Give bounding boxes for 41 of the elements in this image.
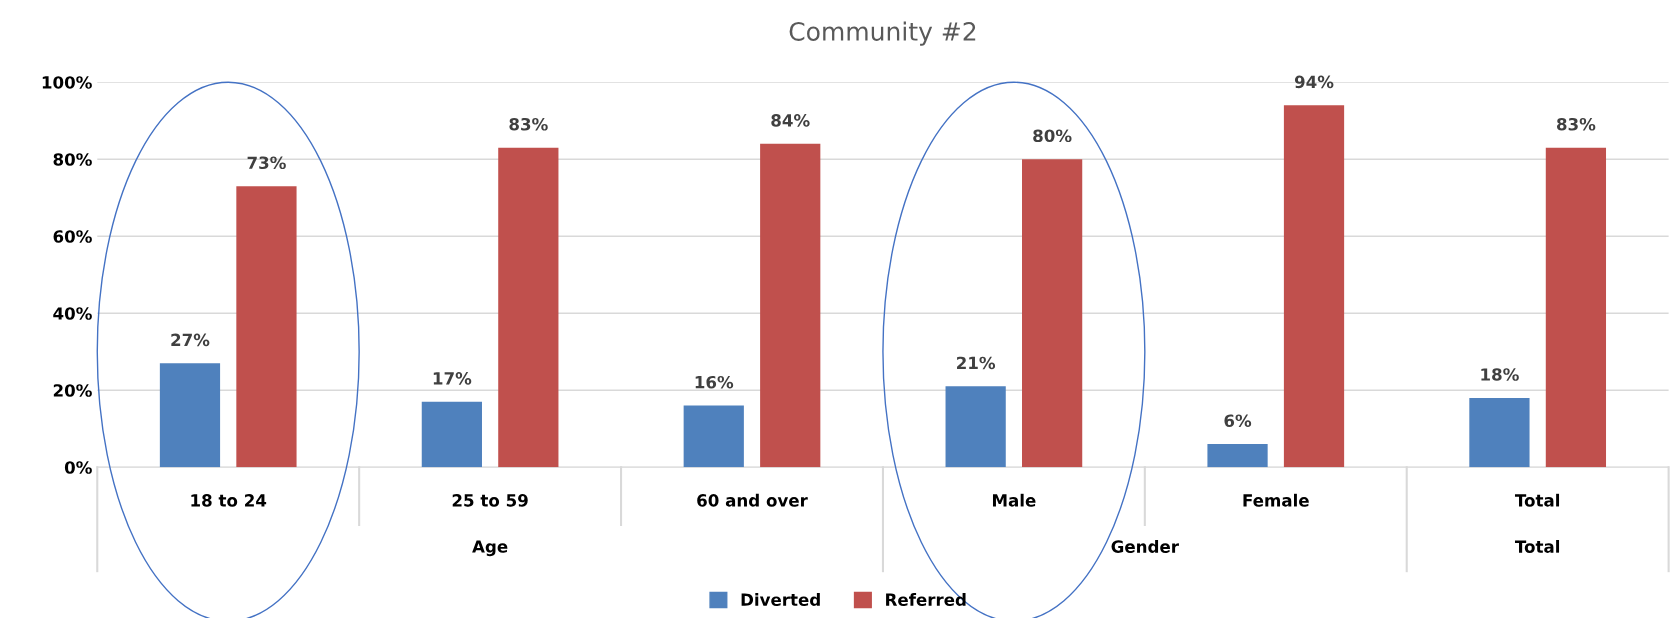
y-tick-label: 100% <box>42 76 92 89</box>
y-tick-label: 0% <box>64 461 92 474</box>
data-label: 73% <box>247 156 286 170</box>
y-tick-label: 20% <box>53 384 92 397</box>
text: Gender <box>1111 540 1179 553</box>
data-label: 21% <box>957 356 996 370</box>
x-tick-label: 18 to 24 <box>191 494 267 507</box>
data-label: 83% <box>1556 117 1596 131</box>
bar <box>1022 159 1083 468</box>
bar <box>236 186 297 468</box>
bar <box>159 363 221 468</box>
bar <box>1469 397 1530 468</box>
bar <box>760 143 821 468</box>
text: Total <box>1514 540 1560 553</box>
bar <box>498 147 559 468</box>
x-tick-label: Female <box>1243 493 1309 507</box>
data-label: 17% <box>433 372 472 385</box>
y-tick-label: 80% <box>53 153 92 166</box>
data-label: 18% <box>1481 368 1519 381</box>
x-tick-label: Total <box>1514 493 1560 507</box>
data-label: 6% <box>1224 414 1252 427</box>
bar <box>1283 105 1345 468</box>
data-label: 94% <box>1294 75 1334 89</box>
data-label: 84% <box>771 114 810 127</box>
bar <box>683 405 744 468</box>
data-label: 27% <box>171 333 210 347</box>
legend-label: Diverted <box>741 593 820 606</box>
data-label: 16% <box>695 375 734 389</box>
bar <box>945 386 1006 468</box>
data-label: 80% <box>1033 129 1072 143</box>
x-tick-label: 60 and over <box>697 493 808 507</box>
data-label: 83% <box>509 117 548 131</box>
bar <box>1545 147 1607 468</box>
x-tick-label: Male <box>992 493 1036 507</box>
y-tick-label: 60% <box>53 230 92 243</box>
text: Age <box>472 540 508 557</box>
chart-title: Community #2 <box>789 21 976 46</box>
bar <box>1207 444 1268 468</box>
x-tick-label: 25 to 59 <box>452 494 528 507</box>
bar <box>421 401 482 468</box>
y-tick-label: 40% <box>53 307 92 320</box>
